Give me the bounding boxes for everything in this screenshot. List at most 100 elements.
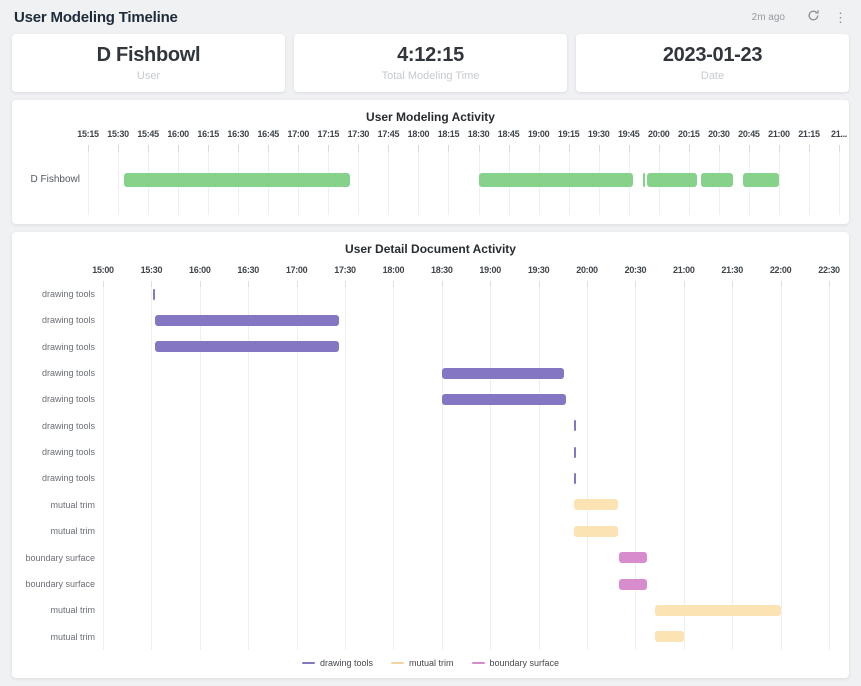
axis-tick-label: 19:15: [557, 129, 580, 139]
activity-bar[interactable]: [574, 473, 577, 485]
activity-bar[interactable]: [153, 288, 155, 300]
row-label: drawing tools: [41, 394, 95, 405]
axis-tick-label: 17:30: [347, 129, 370, 139]
panel-user-detail-document-activity: User Detail Document Activity drawing to…: [12, 232, 849, 678]
chart-plot-area: [103, 281, 830, 650]
axis-tick-label: 19:45: [617, 129, 640, 139]
grid-line: [808, 145, 810, 215]
activity-bar[interactable]: [619, 578, 647, 590]
refresh-button[interactable]: [803, 7, 824, 27]
activity-bar[interactable]: [574, 525, 618, 537]
axis-tick-label: 21:00: [673, 265, 695, 275]
activity-bar[interactable]: [654, 604, 781, 616]
stat-value-date: 2023-01-23: [662, 44, 763, 66]
axis-tick-label: 22:30: [818, 265, 840, 275]
axis-tick-label: 17:15: [317, 129, 340, 139]
row-label-gutter: drawing tools drawing tools drawing tools d…: [12, 281, 95, 650]
axis-tick-label: 18:30: [467, 129, 490, 139]
row-label: mutual trim: [50, 605, 95, 616]
activity-bar[interactable]: [742, 173, 779, 187]
axis-tick-label: 20:30: [624, 265, 647, 275]
axis-tick-label: 16:30: [227, 129, 249, 139]
legend-series-dash: [301, 662, 315, 664]
activity-bar[interactable]: [441, 367, 565, 379]
activity-bar[interactable]: [574, 446, 577, 458]
chart-legend: drawing tools mutual trim boundary surface: [12, 651, 849, 675]
axis-tick-label: 19:00: [527, 129, 550, 139]
grid-line: [248, 281, 250, 650]
row-label: drawing tools: [41, 289, 95, 299]
activity-bar[interactable]: [154, 341, 339, 353]
grid-line: [388, 145, 390, 215]
axis-tick-label: 18:45: [497, 129, 520, 139]
axis-tick-label: 16:45: [257, 129, 279, 139]
axis-tick-label: 21:00: [768, 129, 790, 139]
legend-item[interactable]: drawing tools: [301, 658, 373, 668]
stat-label-user: User: [136, 70, 161, 82]
axis-tick-label: 16:30: [237, 265, 259, 275]
row-label: drawing tools: [41, 473, 95, 484]
grid-line: [151, 281, 153, 650]
axis-tick-label: 21:15: [798, 129, 820, 139]
activity-bar[interactable]: [700, 173, 733, 187]
row-label: drawing tools: [41, 315, 95, 326]
row-label: mutual trim: [50, 526, 95, 537]
row-label: drawing tools: [41, 341, 95, 352]
grid-line: [635, 281, 637, 650]
chart-plot-area: [88, 145, 840, 215]
activity-bar[interactable]: [441, 394, 567, 406]
legend-item[interactable]: mutual trim: [390, 658, 454, 668]
stat-label-total-modeling-time: Total Modeling Time: [381, 70, 480, 82]
last-updated-label: 2m ago: [751, 11, 785, 23]
activity-bar[interactable]: [478, 173, 633, 187]
axis-tick-label: 18:00: [407, 129, 430, 139]
grid-line: [393, 281, 395, 650]
grid-line: [587, 281, 588, 650]
axis-tick-label: 17:00: [285, 265, 308, 275]
user-modeling-activity-chart: D Fishbowl 15:15 15:30 15:45 16:00 16:15 16:3…: [12, 126, 849, 220]
activity-bar[interactable]: [646, 173, 697, 187]
activity-bar[interactable]: [574, 420, 577, 432]
time-axis: 15:00 15:30 16:00 16:30 17:00 17:30 18:00 18:30…: [92, 265, 840, 281]
row-label: boundary surface: [25, 578, 95, 589]
axis-tick-label: 20:15: [678, 129, 700, 139]
legend-label: mutual trim: [408, 658, 454, 668]
dashboard-header: User Modeling Timeline 2m ago ⋮: [0, 0, 861, 30]
stat-cards-row: D Fishbowl User 4:12:15 Total Modeling T…: [12, 34, 849, 92]
row-label: drawing tools: [41, 420, 95, 431]
activity-bar[interactable]: [124, 173, 351, 187]
activity-bar[interactable]: [574, 499, 618, 511]
activity-bar[interactable]: [619, 552, 647, 564]
activity-bar[interactable]: [654, 631, 684, 643]
axis-tick-label: 16:15: [197, 129, 219, 139]
grid-line: [839, 145, 840, 215]
row-label: mutual trim: [50, 499, 95, 510]
axis-tick-label: 15:00: [92, 265, 114, 275]
grid-line: [88, 145, 89, 215]
row-label: mutual trim: [50, 631, 95, 642]
grid-line: [829, 281, 830, 650]
axis-tick-label: 19:30: [527, 265, 550, 275]
activity-bar[interactable]: [154, 315, 339, 327]
panel-menu-button[interactable]: ⋮: [830, 9, 851, 26]
grid-line: [199, 281, 201, 650]
panel-user-modeling-activity: User Modeling Activity D Fishbowl 15:15 1…: [12, 100, 849, 224]
axis-tick-label: 19:00: [479, 265, 501, 275]
axis-tick-label: 17:00: [287, 129, 310, 139]
axis-tick-label: 21...: [830, 129, 848, 139]
stat-value-user: D Fishbowl: [96, 44, 201, 66]
axis-tick-label: 18:15: [437, 129, 460, 139]
row-label: drawing tools: [41, 447, 95, 458]
grid-line: [778, 145, 780, 215]
axis-tick-label: 20:45: [738, 129, 760, 139]
chart-title-user-detail-document-activity: User Detail Document Activity: [345, 242, 516, 256]
kebab-menu-icon: ⋮: [834, 9, 847, 25]
axis-tick-label: 15:30: [107, 129, 129, 139]
stat-card-date: 2023-01-23 Date: [576, 34, 849, 92]
grid-line: [441, 281, 443, 650]
activity-bar[interactable]: [642, 173, 645, 187]
grid-line: [345, 281, 346, 650]
grid-line: [490, 281, 492, 650]
legend-item[interactable]: boundary surface: [471, 658, 559, 668]
